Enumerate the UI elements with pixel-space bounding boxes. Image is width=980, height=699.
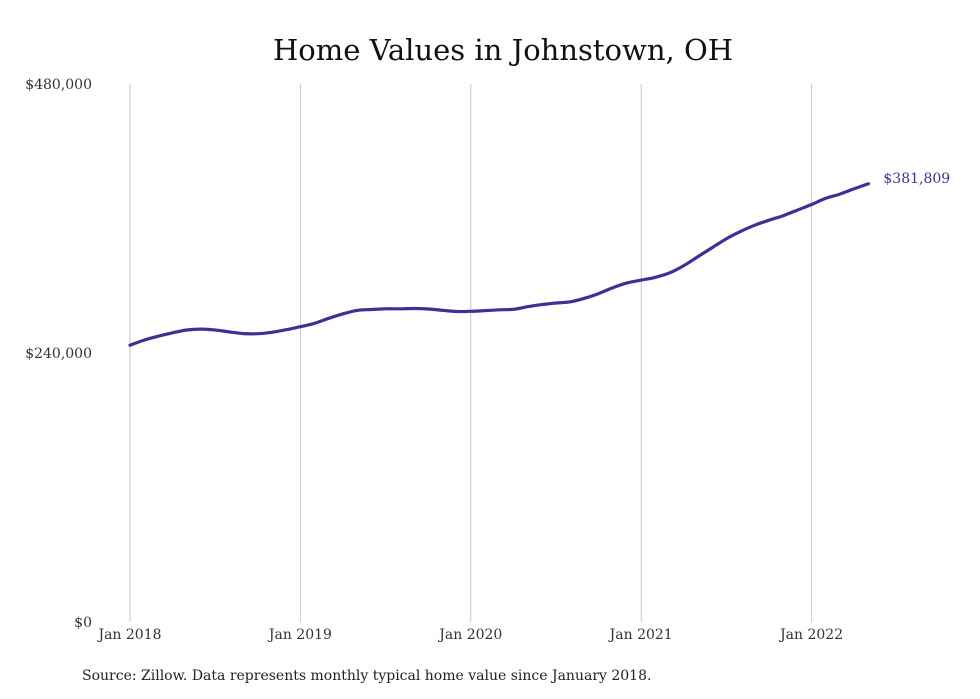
x-axis-ticks: Jan 2018 Jan 2019 Jan 2020 Jan 2021 Jan 2022 [96, 627, 843, 643]
chart-title: Home Values in Johnstown, OH [273, 33, 733, 67]
y-tick-label: $480,000 [25, 77, 92, 93]
gridlines [129, 84, 813, 622]
x-tick-label: Jan 2019 [267, 627, 332, 643]
x-tick-label: Jan 2018 [96, 627, 161, 643]
series-line-home-value [128, 182, 870, 347]
y-tick-label: $0 [74, 615, 92, 631]
x-tick-label: Jan 2022 [778, 627, 843, 643]
x-tick-label: Jan 2020 [437, 627, 502, 643]
y-tick-label: $240,000 [25, 346, 92, 362]
x-tick-label: Jan 2021 [608, 627, 673, 643]
end-value-label: $381,809 [883, 171, 950, 187]
y-axis-ticks: $0 $240,000 $480,000 [25, 77, 92, 631]
source-note: Source: Zillow. Data represents monthly … [82, 668, 652, 684]
